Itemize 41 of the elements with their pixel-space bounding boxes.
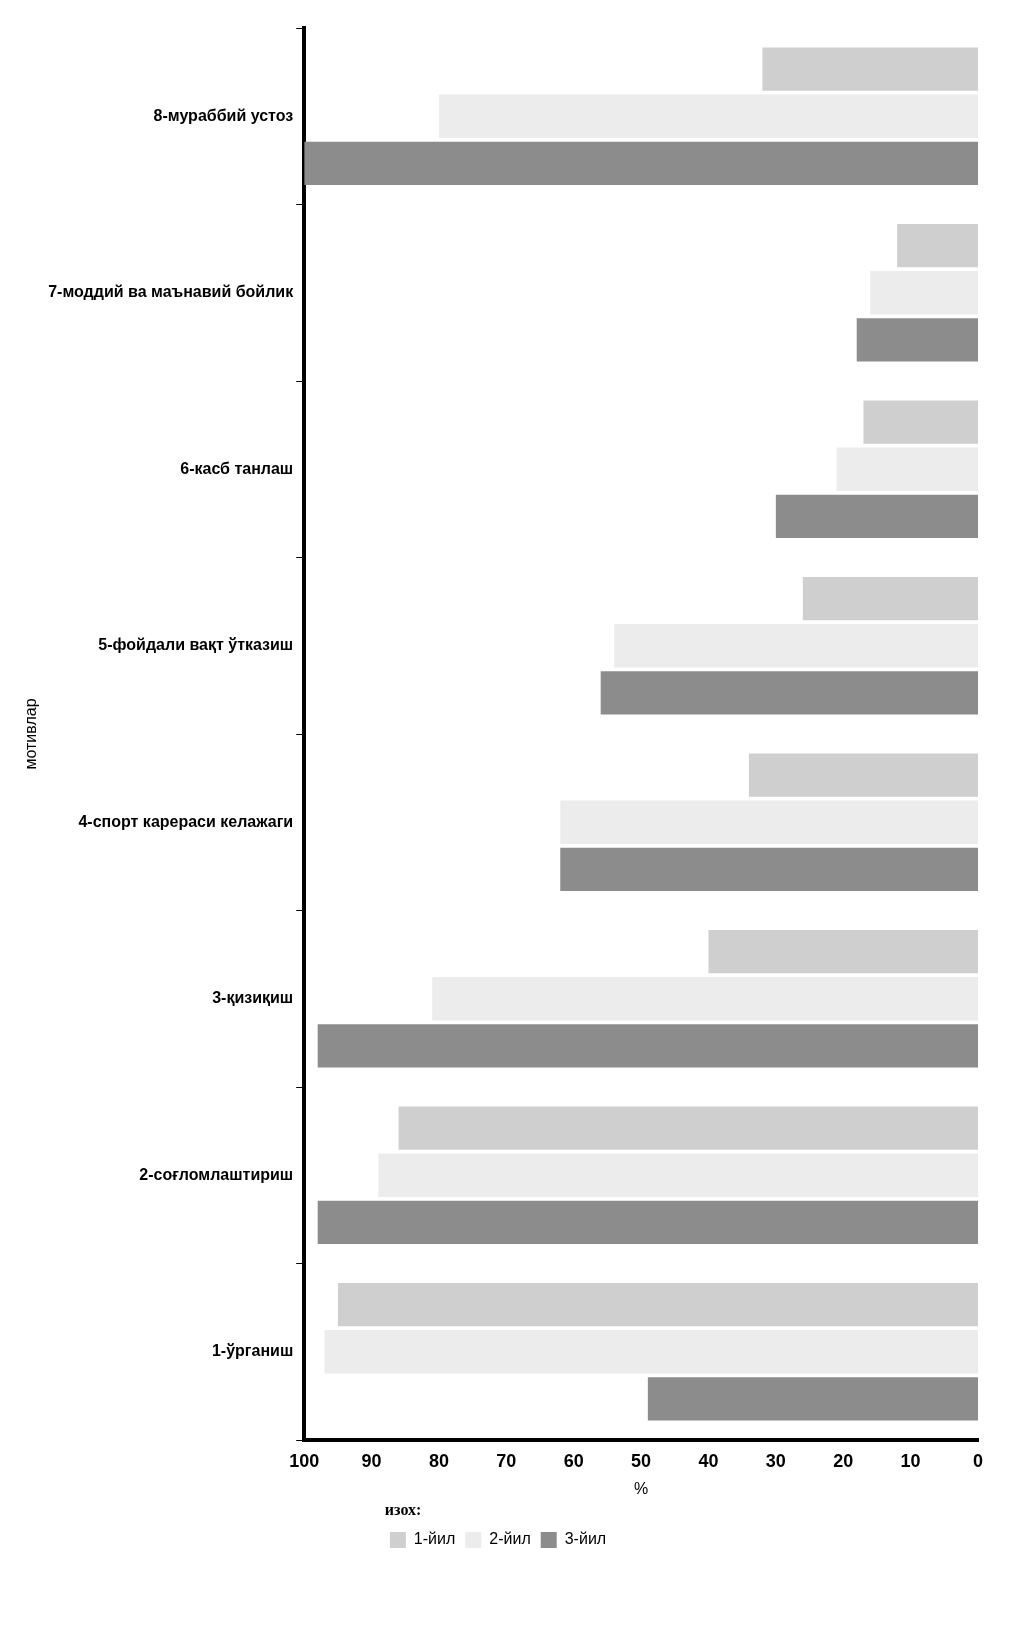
bar: [856, 318, 978, 362]
x-tick-label: 70: [496, 1450, 517, 1471]
x-axis-title: %: [633, 1479, 649, 1497]
y-tick-label: 2-соғломлаштириш: [139, 1165, 294, 1183]
x-tick-label: 60: [563, 1450, 584, 1471]
y-tick-label: 4-спорт карераси келажаги: [78, 812, 294, 830]
bar: [748, 753, 978, 797]
bar: [398, 1106, 978, 1150]
x-tick-label: 80: [428, 1450, 449, 1471]
bar: [304, 141, 978, 185]
legend-label: 3-йил: [564, 1530, 607, 1548]
legend-label: 1-йил: [413, 1530, 456, 1548]
legend-label: 2-йил: [489, 1530, 531, 1548]
x-tick-label: 100: [289, 1450, 320, 1471]
bar: [708, 930, 978, 974]
y-tick-label: 5-фойдали вақт ўтказиш: [98, 636, 294, 654]
y-tick-label: 1-ўрганиш: [211, 1342, 294, 1360]
x-tick-label: 0: [972, 1450, 984, 1471]
bar: [775, 494, 978, 538]
bar: [317, 1200, 978, 1244]
x-tick-label: 40: [698, 1450, 719, 1471]
y-tick-label: 3-қизиқиш: [212, 989, 294, 1007]
bar: [897, 224, 978, 268]
y-tick-label: 6-касб танлаш: [180, 459, 294, 477]
legend-title: изох:: [384, 1500, 422, 1518]
x-tick-label: 20: [833, 1450, 854, 1471]
bar: [647, 1377, 978, 1421]
x-tick-label: 50: [631, 1450, 652, 1471]
bar: [317, 1024, 978, 1068]
bar: [762, 47, 978, 91]
bar: [863, 400, 978, 444]
y-axis-title: мотивлар: [22, 698, 40, 770]
x-tick-label: 10: [900, 1450, 921, 1471]
y-tick-label: 8-мураббий устоз: [153, 106, 294, 124]
x-tick-label: 90: [361, 1450, 382, 1471]
bar: [560, 847, 978, 891]
bar: [337, 1283, 978, 1327]
bar: [802, 577, 978, 621]
x-tick-label: 30: [765, 1450, 786, 1471]
y-tick-label: 7-моддий ва маънавий бойлик: [48, 283, 295, 301]
bar: [600, 671, 978, 715]
